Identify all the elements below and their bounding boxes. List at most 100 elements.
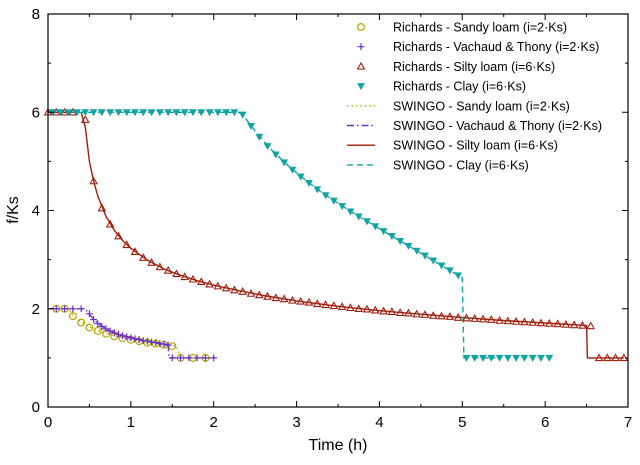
data-point [85, 323, 94, 332]
data-point [429, 257, 438, 265]
data-point [594, 353, 604, 362]
x-tick-label: 4 [375, 414, 383, 431]
data-point [131, 335, 139, 343]
data-point [119, 332, 126, 340]
legend-swatch [357, 83, 365, 91]
data-point [288, 295, 297, 304]
legend-entry: Richards - Silty loam (i=6·Ks) [356, 60, 555, 74]
data-point [279, 294, 289, 303]
data-point [511, 316, 521, 325]
data-point [247, 122, 255, 131]
data-point [578, 320, 587, 329]
data-point [454, 272, 463, 280]
data-point [238, 111, 247, 119]
legend-label: Richards - Vachaud & Thony (i=2·Ks) [393, 40, 599, 54]
x-tick-label: 5 [458, 414, 466, 431]
data-point [131, 109, 139, 117]
data-point [313, 186, 322, 194]
data-point [280, 159, 289, 167]
data-point [296, 173, 305, 181]
data-point [528, 317, 538, 326]
legend-swatch [356, 61, 366, 70]
data-point [86, 310, 93, 318]
data-point [230, 109, 239, 117]
data-point [305, 179, 313, 188]
y-tick-label: 6 [32, 104, 40, 121]
series-markers-1 [52, 305, 218, 362]
data-point [288, 166, 297, 174]
y-tick-label: 0 [32, 399, 40, 416]
data-point [160, 340, 168, 348]
series-markers-2 [43, 107, 629, 362]
data-point [503, 316, 513, 325]
legend-label: SWINGO - Silty loam (i=6·Ks) [393, 139, 558, 153]
data-point [77, 318, 86, 327]
data-point [420, 310, 430, 318]
legend-entry: Richards - Vachaud & Thony (i=2·Ks) [357, 40, 599, 54]
data-point [263, 143, 272, 151]
data-point [337, 302, 347, 311]
data-point [89, 109, 98, 117]
data-point [188, 274, 198, 283]
data-point [155, 109, 164, 117]
data-point [147, 109, 156, 117]
data-point [246, 288, 256, 297]
data-point [412, 309, 422, 318]
data-point [230, 285, 239, 294]
data-point [561, 319, 571, 328]
legend-swatch [357, 43, 365, 51]
data-point [329, 197, 338, 205]
data-point [528, 354, 537, 362]
data-point [354, 213, 363, 221]
data-point [437, 311, 446, 320]
data-point [213, 109, 222, 117]
legend-entry: SWINGO - Clay (i=6·Ks) [347, 158, 529, 172]
data-point [321, 192, 330, 200]
data-point [93, 326, 102, 335]
data-point [479, 354, 487, 362]
legend-label: SWINGO - Clay (i=6·Ks) [393, 158, 529, 172]
data-point [545, 354, 554, 362]
data-point [61, 305, 68, 313]
legend-entry: SWINGO - Vachaud & Thony (i=2·Ks) [347, 119, 602, 133]
data-point [64, 109, 73, 117]
data-point [304, 297, 314, 306]
data-point [602, 353, 612, 362]
data-point [89, 176, 98, 185]
series-line-7 [48, 111, 496, 359]
data-point [404, 308, 413, 317]
data-point [370, 305, 380, 314]
data-point [321, 300, 330, 309]
data-point [110, 329, 118, 337]
data-point [586, 321, 596, 330]
data-point [263, 291, 272, 300]
data-point [486, 315, 496, 323]
data-point [387, 233, 396, 241]
data-point [115, 330, 122, 338]
data-point [329, 301, 339, 310]
data-point [470, 314, 480, 322]
legend-entry: Richards - Sandy loam (i=2·Ks) [357, 21, 567, 35]
data-point [172, 269, 181, 278]
data-point [56, 109, 65, 117]
data-point [105, 219, 115, 228]
y-tick-label: 8 [32, 6, 40, 23]
data-point [495, 316, 504, 324]
data-point [412, 247, 421, 255]
series-line-4 [48, 308, 206, 359]
data-point [520, 317, 529, 326]
data-point [611, 353, 620, 362]
data-point [553, 319, 562, 328]
data-point [180, 109, 189, 117]
data-point [68, 107, 78, 116]
data-point [338, 203, 347, 211]
data-point [52, 305, 60, 313]
legend-label: Richards - Clay (i=6·Ks) [393, 80, 526, 94]
data-point [205, 279, 214, 288]
data-point [177, 354, 184, 362]
data-point [221, 283, 231, 292]
data-point [193, 354, 201, 362]
data-point [152, 339, 160, 347]
data-point [354, 304, 364, 313]
